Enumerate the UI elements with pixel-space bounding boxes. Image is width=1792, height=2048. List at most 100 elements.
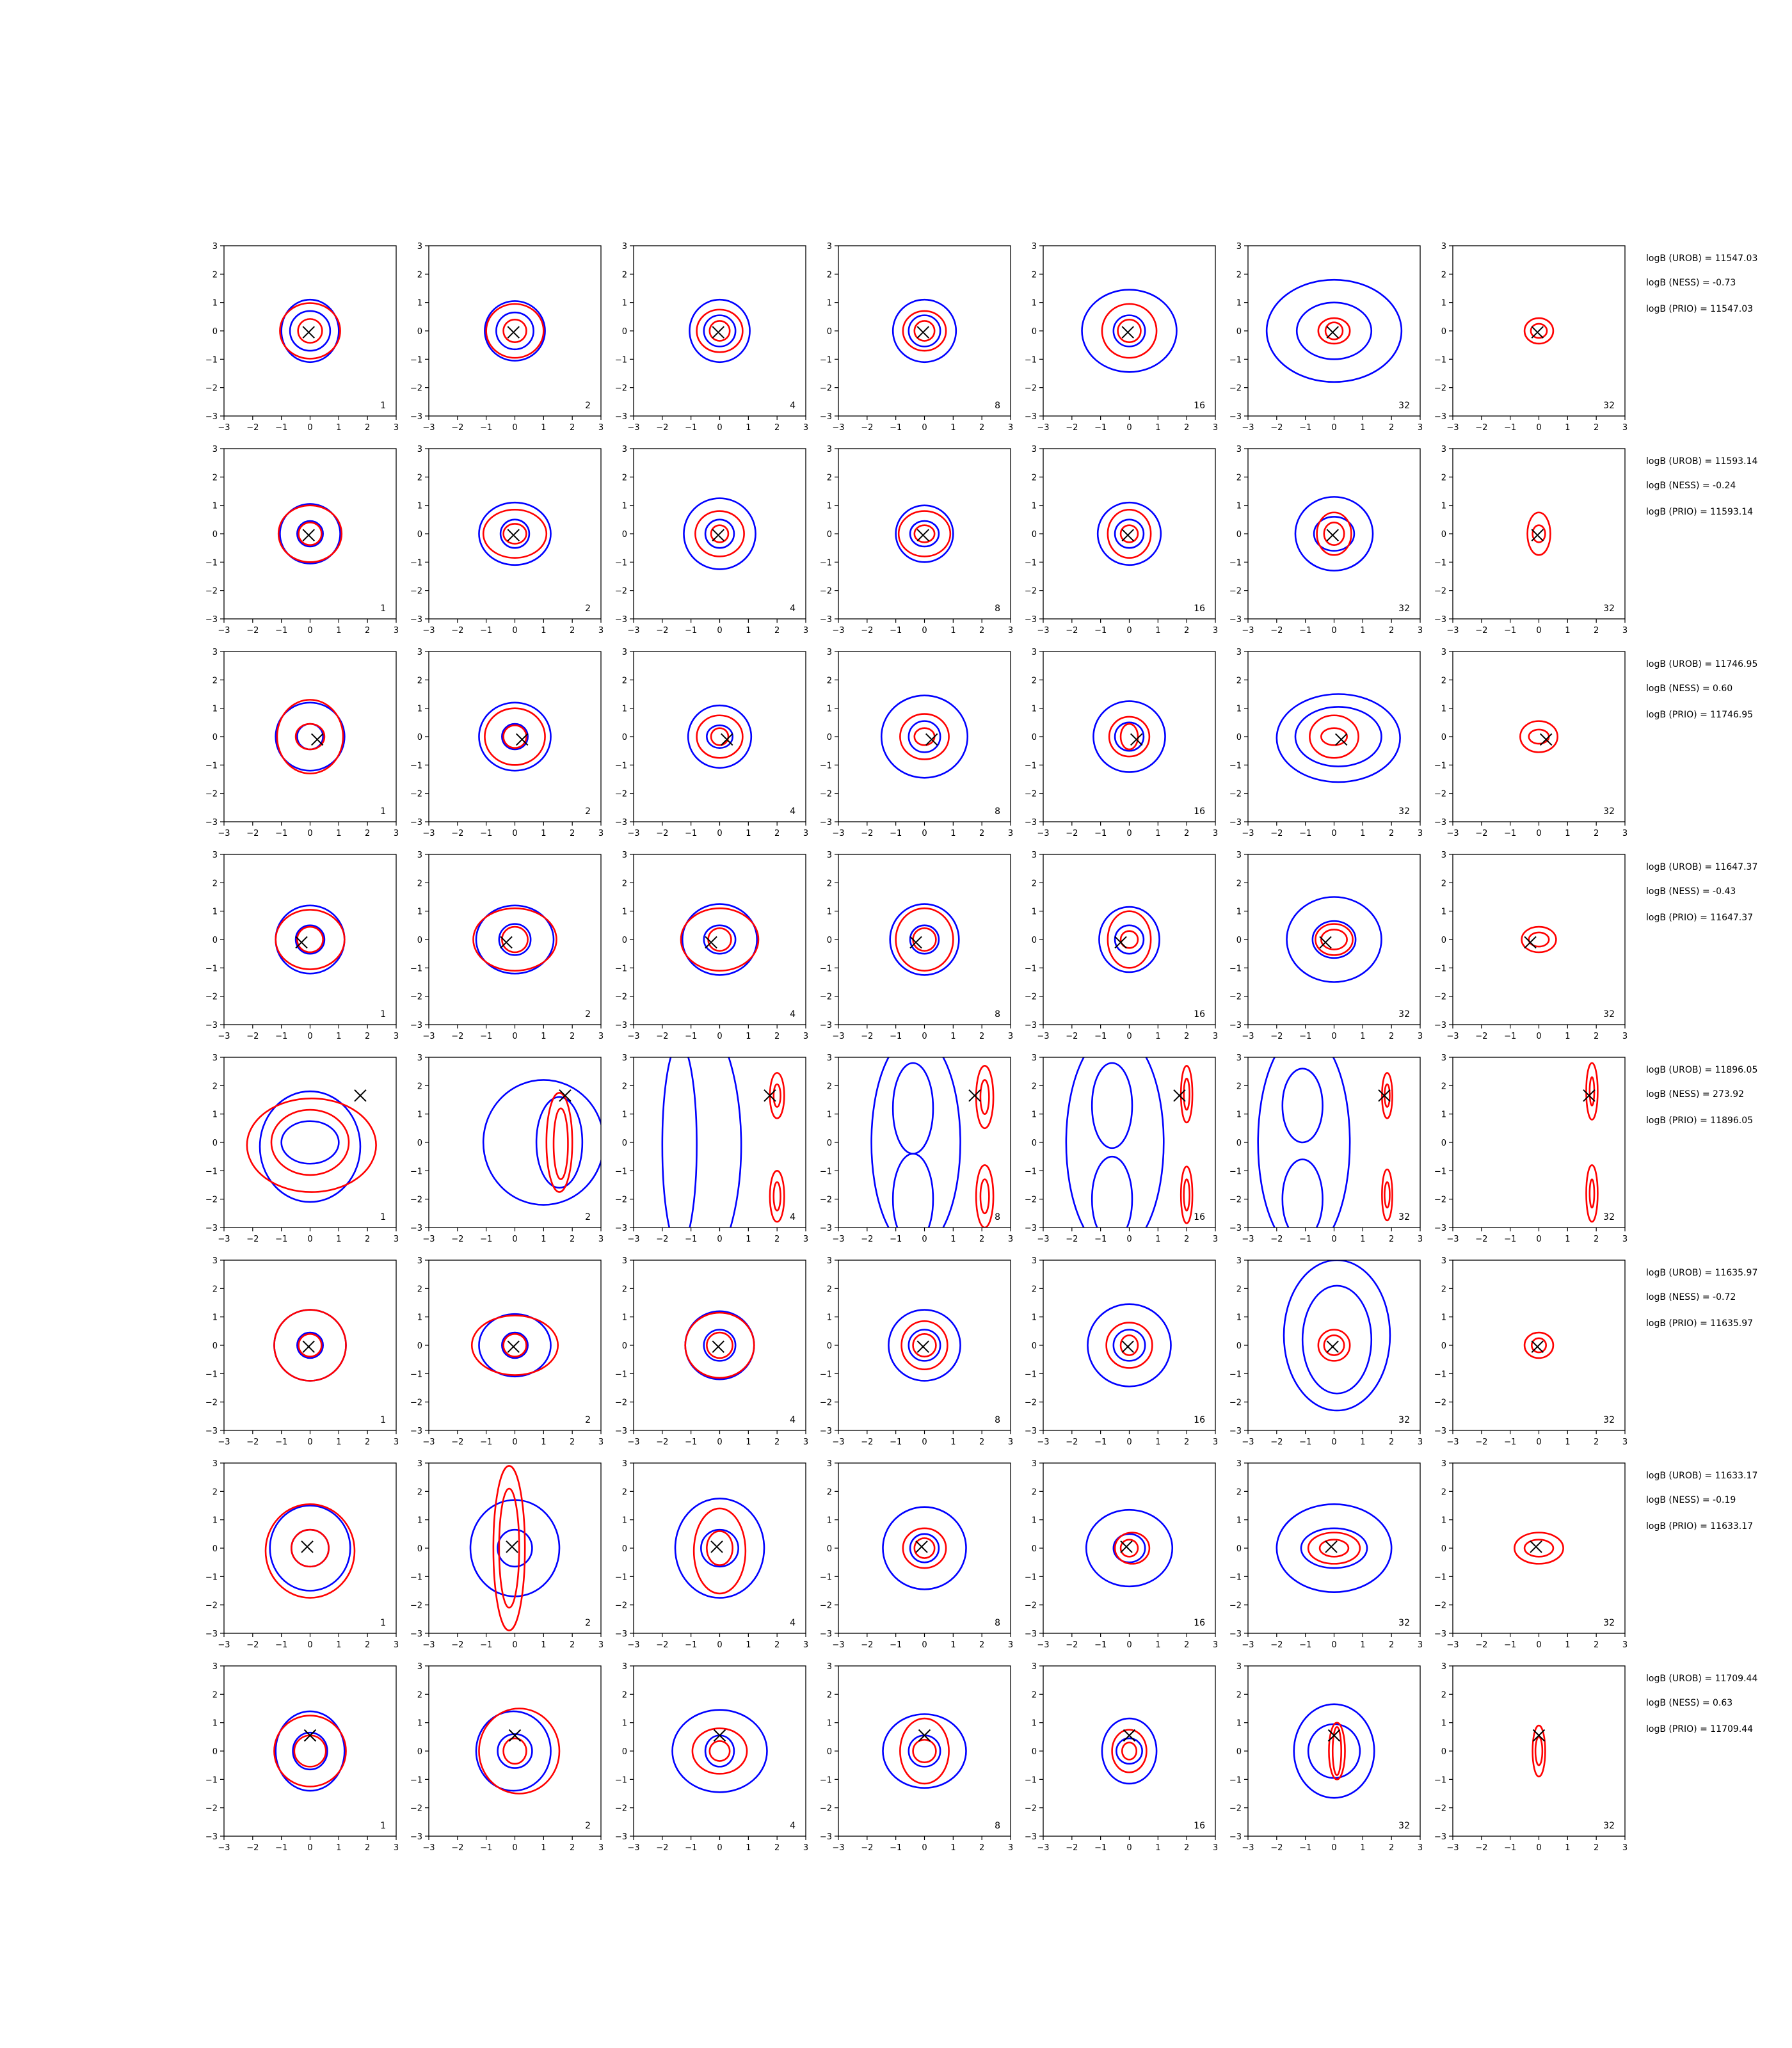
x-tick-label: 2 [365,626,370,636]
y-tick-label: −1 [1434,1370,1446,1379]
subplot-panel: −3−3 −2 −2 −1 −1 0 0 1 1 2 2 3 3 2 [410,851,604,1041]
blue-contour [478,501,552,566]
contour-group [882,1506,967,1590]
y-tick-label: 3 [622,1662,627,1672]
blue-contour [501,1331,529,1359]
subplot-panel: −3−3 −2 −2 −1 −1 0 0 1 1 2 2 3 3 4 [615,1053,808,1244]
x-tick-label: 3 [394,626,399,636]
x-tick-label: −1 [480,423,492,433]
x-tick-label: 1 [1155,1640,1160,1650]
axes-frame [1452,1665,1626,1837]
subplot-panel: −3−3 −2 −2 −1 −1 0 0 1 1 2 2 3 3 4 [615,648,808,838]
y-tick-label: 3 [212,1053,218,1063]
blue-contour [700,1528,739,1568]
contour-group [470,1313,559,1378]
subplot-panel: −3−3 −2 −2 −1 −1 0 0 1 1 2 2 3 3 1 [205,851,399,1041]
y-tick-label: −3 [1025,615,1037,625]
y-tick-label: −2 [820,384,832,394]
blue-contour [296,1331,324,1359]
x-tick-label: 3 [394,423,399,433]
y-tick-label: −2 [1229,384,1242,394]
contour-group [882,1713,967,1789]
x-tick-label: 1 [1565,1235,1570,1244]
blue-contour [478,1313,552,1378]
x-tick-label: 2 [1594,1235,1599,1244]
y-tick-label: 2 [622,473,627,483]
y-tick-label: 1 [417,705,422,714]
marker-x [909,936,922,949]
y-tick-label: 0 [212,530,218,540]
y-tick-label: 0 [1236,1341,1242,1351]
x-tick-label: −2 [451,1640,463,1650]
y-tick-label: 0 [212,1139,218,1148]
y-tick-label: −2 [820,1601,832,1611]
y-tick-label: −2 [820,790,832,799]
x-tick-label: −2 [451,626,463,636]
y-tick-label: 2 [212,1690,218,1700]
x-tick-label: 0 [922,1843,927,1853]
x-tick-label: −3 [627,1640,639,1650]
y-tick-label: 0 [417,327,422,337]
blue-contour [275,701,346,772]
x-tick-label: 1 [541,626,546,636]
red-contour [293,1734,327,1768]
blue-contour [1293,1703,1375,1799]
subplot-panel: −3−3 −2 −2 −1 −1 0 0 1 1 2 2 3 3 16 [1025,1256,1218,1447]
x-tick-label: −1 [275,1437,287,1447]
red-contour [1585,1062,1599,1121]
red-contour [1320,727,1348,746]
x-tick-label: −1 [1299,1437,1311,1447]
x-tick-label: 2 [774,1235,780,1244]
figure-row: −3−3−2−2−1−1001122331−3−3−2−2−1−10011223… [205,1459,1758,1650]
red-contour [1521,925,1557,954]
log-evidence-annotation: logB (NESS) = -0.24 [1646,481,1736,491]
x-tick-label: 1 [336,1640,341,1650]
y-tick-label: 3 [212,1662,218,1672]
x-tick-label: 1 [1565,1640,1570,1650]
y-tick-label: −1 [205,355,218,365]
x-tick-label: 3 [1622,1235,1628,1244]
x-tick-label: 1 [746,1437,751,1447]
x-tick-label: −3 [832,1437,844,1447]
blue-contour [892,298,957,364]
iteration-label: 16 [1194,604,1205,614]
iteration-label: 32 [1398,806,1410,817]
x-tick-label: 2 [1389,1437,1394,1447]
y-tick-label: 1 [1032,1719,1037,1729]
y-tick-label: −2 [410,384,422,394]
y-tick-label: 2 [417,1487,422,1497]
iteration-label: 16 [1194,1212,1205,1222]
red-contour [296,925,324,954]
axes-frame [223,651,397,822]
y-tick-label: −3 [205,818,218,828]
red-contour [769,1072,785,1119]
blue-contour [908,720,941,753]
x-tick-label: −1 [890,423,902,433]
axes-frame [1247,854,1421,1025]
y-tick-label: −2 [1434,790,1446,799]
y-tick-label: −3 [615,1832,627,1842]
y-tick-label: −3 [1229,1427,1242,1436]
y-tick-label: 2 [1441,1690,1446,1700]
y-tick-label: 1 [1236,908,1242,917]
subplot-panel: −3−3 −2 −2 −1 −1 0 0 1 1 2 2 3 3 32 [1229,242,1423,433]
x-tick-label: 0 [1331,1032,1336,1041]
blue-contour [269,1505,351,1592]
y-tick-label: −1 [1434,1775,1446,1785]
x-tick-label: 3 [598,626,604,636]
red-contour [912,1332,937,1358]
x-tick-label: −2 [1066,1032,1078,1041]
x-tick-label: 0 [1331,1843,1336,1853]
x-tick-label: 2 [1389,1640,1394,1650]
blue-contour [706,724,733,749]
red-contour [708,1740,731,1762]
blue-contour [292,1731,328,1771]
y-tick-label: −1 [820,355,832,365]
y-tick-label: 3 [1032,648,1037,657]
x-tick-label: −1 [1504,1235,1516,1244]
subplot-panel: −3−3 −2 −2 −1 −1 0 0 1 1 2 2 3 3 32 [1229,1256,1423,1447]
y-tick-label: 0 [417,1747,422,1757]
x-tick-label: 0 [922,1032,927,1041]
red-contour [502,724,527,749]
y-tick-label: 2 [622,1690,627,1700]
